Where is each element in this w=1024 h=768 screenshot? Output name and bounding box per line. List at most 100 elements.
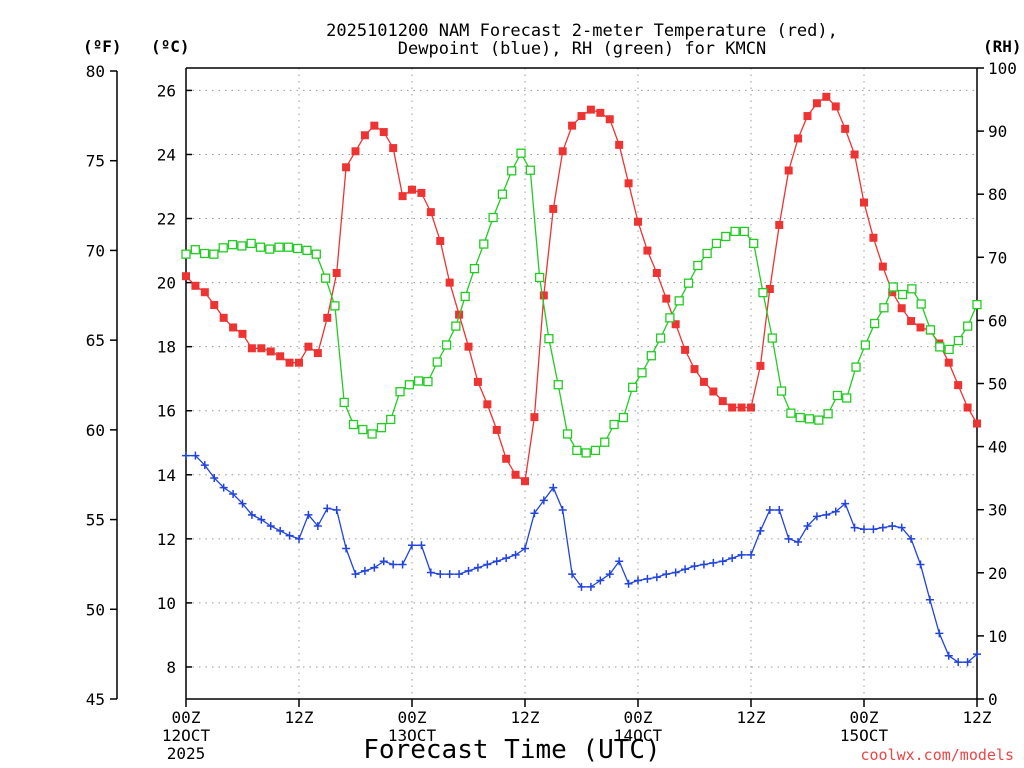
data-point — [558, 147, 567, 156]
data-point — [879, 303, 889, 313]
data-point — [737, 403, 746, 412]
data-point — [841, 124, 850, 133]
data-point — [191, 451, 200, 460]
data-point — [413, 376, 424, 386]
x-tick-date: 15OCT — [840, 726, 889, 745]
data-point — [860, 340, 870, 350]
data-point — [907, 317, 916, 326]
data-point — [190, 245, 200, 255]
x-tick-label: 00Z — [624, 708, 653, 727]
x-tick-label: 12Z — [737, 708, 766, 727]
data-point — [502, 454, 511, 463]
data-point — [888, 288, 897, 297]
data-point — [521, 544, 529, 553]
data-point — [749, 238, 759, 249]
data-point — [311, 249, 321, 259]
data-point — [404, 380, 414, 390]
rh-tick-label: 10 — [988, 627, 1007, 646]
data-point — [699, 377, 708, 386]
data-point — [804, 414, 815, 424]
data-point — [767, 333, 777, 343]
data-point — [200, 288, 209, 297]
data-point — [332, 506, 341, 515]
data-point — [426, 568, 435, 577]
data-point — [822, 92, 831, 101]
data-point — [323, 313, 332, 322]
data-point — [737, 550, 746, 559]
data-point — [562, 429, 573, 439]
data-point — [395, 387, 405, 397]
celsius-tick-label: 20 — [157, 274, 176, 293]
data-point — [944, 651, 953, 660]
data-point — [360, 131, 369, 140]
data-point — [210, 473, 219, 482]
data-point — [408, 185, 416, 194]
data-point — [973, 650, 981, 659]
data-point — [441, 340, 452, 350]
x-tick-label: 00Z — [850, 708, 879, 727]
data-point — [376, 423, 387, 433]
data-point — [674, 296, 684, 306]
data-point — [285, 531, 294, 540]
data-point — [247, 344, 256, 353]
data-point — [869, 525, 878, 534]
data-point — [831, 102, 840, 111]
rh-tick-label: 80 — [988, 185, 1007, 204]
celsius-tick-label: 22 — [157, 210, 176, 229]
rh-tick-label: 30 — [988, 501, 1007, 520]
data-point — [878, 523, 887, 532]
series-line — [185, 151, 978, 454]
rh-tick-label: 0 — [988, 690, 998, 709]
data-point — [596, 108, 605, 117]
data-point — [643, 246, 652, 255]
x-tick-label: 12Z — [285, 708, 314, 727]
data-point — [916, 323, 925, 332]
data-point — [266, 347, 275, 356]
celsius-tick-label: 8 — [166, 658, 176, 677]
celsius-tick-label: 12 — [157, 530, 176, 549]
credit-link[interactable]: coolwx.com/models — [860, 746, 1014, 764]
data-point — [693, 260, 703, 271]
data-point — [358, 424, 368, 435]
data-point — [313, 522, 322, 531]
data-point — [525, 165, 535, 175]
data-point — [662, 570, 671, 579]
data-point — [283, 242, 294, 252]
data-point — [539, 291, 548, 300]
data-point — [786, 408, 796, 418]
data-point — [869, 233, 878, 242]
rh-tick-label: 70 — [988, 248, 1007, 267]
data-point — [408, 541, 416, 550]
data-point — [841, 499, 850, 508]
rh-tick-label: 50 — [988, 375, 1007, 394]
data-point — [832, 390, 843, 401]
data-point — [295, 358, 303, 367]
series-dewpoint — [182, 451, 981, 667]
data-point — [229, 490, 238, 499]
data-point — [255, 242, 266, 252]
data-point — [339, 397, 349, 408]
axes: 45 50 55 60 65 70 75 80 8 10 12 14 16 18 20 22 24 26 0 10 20… — [86, 59, 1017, 709]
fahrenheit-tick-label: 60 — [86, 421, 105, 440]
x-tick-label: 12Z — [963, 708, 992, 727]
data-point — [624, 579, 633, 588]
data-point — [200, 461, 209, 470]
data-point — [739, 226, 750, 237]
x-axis-label: Forecast Time (UTC) — [363, 735, 660, 765]
celsius-unit-label: (ºC) — [151, 37, 190, 56]
data-point — [907, 534, 916, 543]
x-tick-date: 14OCT — [614, 726, 663, 745]
data-point — [276, 352, 285, 361]
data-point — [690, 562, 699, 571]
data-point — [775, 220, 784, 229]
data-point — [925, 325, 936, 335]
data-point — [702, 248, 712, 259]
data-point — [605, 570, 614, 579]
data-point — [681, 565, 690, 574]
data-point — [747, 550, 755, 559]
data-point — [681, 345, 690, 354]
data-point — [274, 242, 284, 252]
data-point — [963, 658, 972, 667]
data-point — [756, 526, 765, 535]
